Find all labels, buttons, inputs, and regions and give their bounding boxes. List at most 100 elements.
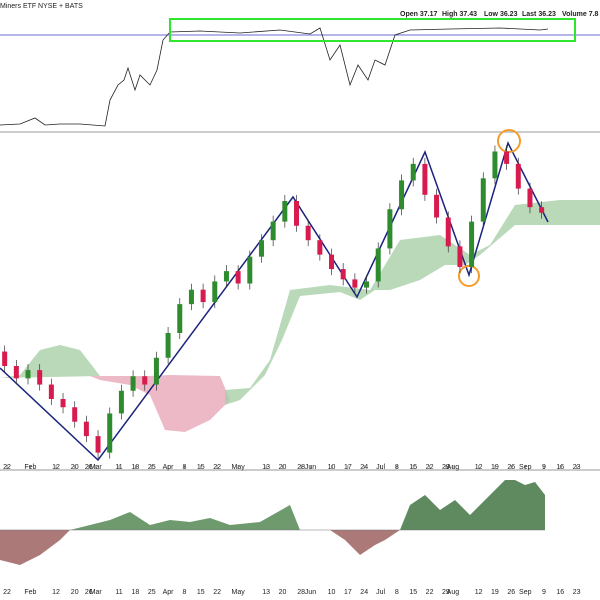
candle-body — [492, 151, 498, 179]
candle-body — [352, 279, 358, 288]
x-tick-label: 9 — [542, 589, 546, 596]
x-tick-label: 25 — [148, 589, 156, 596]
candle-body — [434, 194, 440, 218]
candle-body — [282, 201, 288, 222]
x-tick-label: 26 — [507, 464, 515, 471]
x-tick-label: 19 — [491, 589, 499, 596]
x-tick-label: 10 — [328, 464, 336, 471]
candle-body — [95, 436, 101, 453]
candle-body — [422, 163, 428, 195]
x-tick-label: Jul — [376, 464, 385, 471]
cloud-green — [225, 200, 600, 405]
x-tick-label: 28 — [297, 464, 305, 471]
candle-body — [212, 281, 218, 303]
x-tick-label: Mar — [90, 464, 103, 471]
candle-body — [83, 421, 89, 437]
x-tick-label: Jun — [305, 589, 316, 596]
x-tick-label: 26 — [85, 589, 93, 596]
candle-body — [399, 180, 405, 210]
x-tick-label: 13 — [262, 464, 270, 471]
cloud-green — [0, 345, 100, 378]
x-tick-label: Sep — [519, 589, 532, 596]
x-tick-label: 22 — [3, 464, 11, 471]
candle-body — [118, 390, 124, 414]
x-tick-label: 8 — [182, 589, 186, 596]
x-tick-label: 24 — [360, 464, 368, 471]
x-tick-label: 26 — [85, 464, 93, 471]
candle-body — [177, 304, 183, 333]
x-tick-label: 17 — [344, 589, 352, 596]
candle-body — [223, 271, 229, 282]
candle-body — [410, 163, 416, 181]
x-tick-label: Sep — [519, 464, 532, 471]
last: Last 36.23 — [522, 11, 556, 18]
x-tick-label: Feb — [24, 589, 36, 596]
x-tick-label: 24 — [360, 589, 368, 596]
x-tick-label: 20 — [279, 464, 287, 471]
candle-body — [504, 151, 510, 164]
candle-body — [469, 221, 475, 267]
candle-body — [2, 351, 8, 366]
x-tick-label: 17 — [344, 464, 352, 471]
candle-body — [293, 201, 299, 226]
x-tick-label: 12 — [52, 589, 60, 596]
candle-body — [445, 217, 451, 247]
x-tick-label: 11 — [115, 464, 122, 471]
x-tick-label: 15 — [197, 464, 205, 471]
x-tick-label: 28 — [297, 589, 305, 596]
x-tick-label: 18 — [132, 589, 140, 596]
candle-body — [200, 289, 206, 303]
x-tick-label: 19 — [491, 464, 499, 471]
candle-body — [153, 357, 159, 385]
candle-body — [37, 370, 43, 385]
candle-body — [364, 281, 370, 288]
x-tick-label: 26 — [507, 589, 515, 596]
x-tick-label: 25 — [148, 464, 156, 471]
x-tick-label: 12 — [52, 464, 60, 471]
x-tick-label: 22 — [213, 464, 221, 471]
x-tick-label: Apr — [163, 464, 175, 471]
candle-body — [72, 407, 78, 422]
candle-body — [13, 366, 19, 379]
x-tick-label: 29 — [442, 589, 450, 596]
candle-body — [60, 399, 66, 408]
x-tick-label: Aug — [447, 464, 460, 471]
x-tick-label: 12 — [475, 589, 483, 596]
candle-body — [270, 221, 276, 241]
candle-body — [387, 209, 393, 249]
x-tick-label: 22 — [426, 464, 434, 471]
candle-body — [305, 225, 311, 241]
x-tick-label: 15 — [409, 464, 417, 471]
x-tick-label: 15 — [197, 589, 205, 596]
x-tick-label: 8 — [395, 589, 399, 596]
oscillator-positive — [70, 505, 300, 530]
candle-body — [142, 376, 148, 385]
x-tick-label: 18 — [132, 464, 140, 471]
exchange: NYSE + BATS — [38, 3, 83, 10]
candle-body — [165, 333, 171, 358]
candle-body — [480, 178, 486, 222]
candle-body — [48, 384, 54, 399]
candle-body — [130, 376, 136, 391]
candle-body — [539, 207, 545, 213]
x-tick-label: 20 — [71, 589, 79, 596]
indicator-line — [0, 27, 549, 127]
x-tick-label: 22 — [426, 589, 434, 596]
candle-body — [25, 370, 31, 379]
candle-body — [258, 240, 264, 257]
x-tick-label: 15 — [409, 589, 417, 596]
oscillator-positive — [400, 480, 545, 530]
x-tick-label: Mar — [90, 589, 103, 596]
cloud-red — [90, 375, 230, 432]
candle-body — [317, 240, 323, 255]
open: Open 37.17 — [400, 11, 437, 18]
x-tick-label: 23 — [573, 589, 581, 596]
candle-body — [235, 271, 241, 284]
x-tick-label: 8 — [395, 464, 399, 471]
x-tick-label: 22 — [213, 589, 221, 596]
x-tick-label: Apr — [163, 589, 175, 596]
x-tick-label: 22 — [3, 589, 11, 596]
oscillator-negative — [0, 530, 70, 565]
x-tick-label: 29 — [442, 464, 450, 471]
